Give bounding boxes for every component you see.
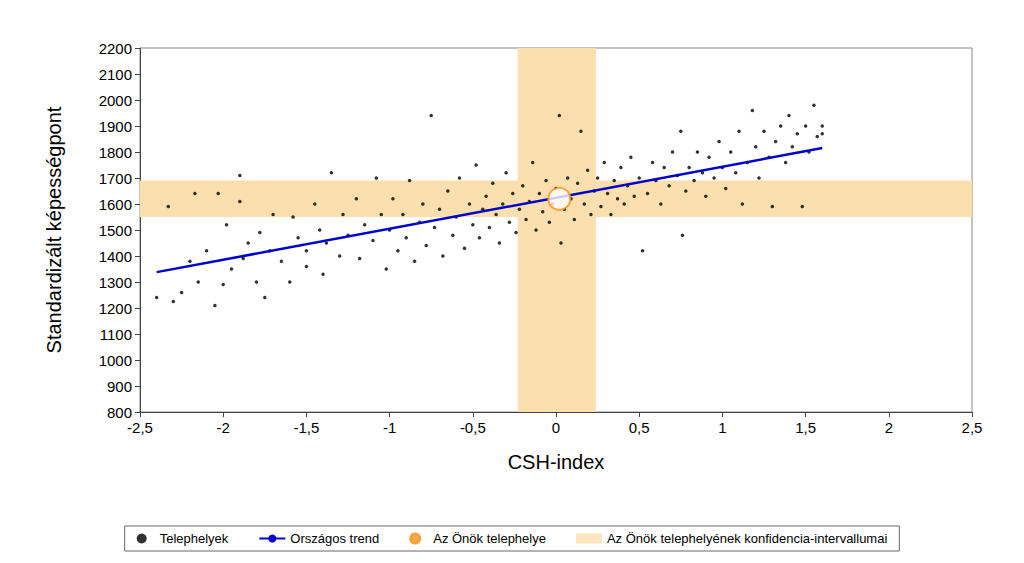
svg-text:1600: 1600 [99,196,132,213]
svg-text:-2,5: -2,5 [127,419,153,436]
svg-text:-0,5: -0,5 [460,419,486,436]
svg-text:CSH-index: CSH-index [508,451,605,473]
svg-text:2000: 2000 [99,92,132,109]
svg-text:Az Önök telephelyének konfiden: Az Önök telephelyének konfidencia-interv… [607,531,887,546]
svg-text:Az Önök telephelye: Az Önök telephelye [433,531,546,546]
svg-text:1300: 1300 [99,274,132,291]
svg-text:-1: -1 [383,419,396,436]
svg-text:Országos trend: Országos trend [290,531,379,546]
svg-text:1200: 1200 [99,300,132,317]
svg-text:Standardizált képességpont: Standardizált képességpont [43,106,65,353]
svg-text:1,5: 1,5 [795,419,816,436]
svg-text:1900: 1900 [99,118,132,135]
svg-text:2100: 2100 [99,66,132,83]
svg-text:800: 800 [107,404,132,421]
svg-text:1500: 1500 [99,222,132,239]
svg-text:2: 2 [885,419,893,436]
svg-text:1400: 1400 [99,248,132,265]
svg-text:1100: 1100 [100,326,132,343]
svg-text:1800: 1800 [99,144,132,161]
svg-text:1000: 1000 [99,352,132,369]
svg-text:2200: 2200 [99,40,132,57]
svg-text:-1,5: -1,5 [293,419,319,436]
svg-text:0: 0 [552,419,560,436]
svg-text:1700: 1700 [99,170,132,187]
svg-text:1: 1 [718,419,726,436]
svg-text:-2: -2 [217,419,230,436]
svg-text:0,5: 0,5 [629,419,650,436]
svg-text:900: 900 [107,378,132,395]
svg-text:2,5: 2,5 [962,419,983,436]
svg-text:Telephelyek: Telephelyek [160,531,229,546]
